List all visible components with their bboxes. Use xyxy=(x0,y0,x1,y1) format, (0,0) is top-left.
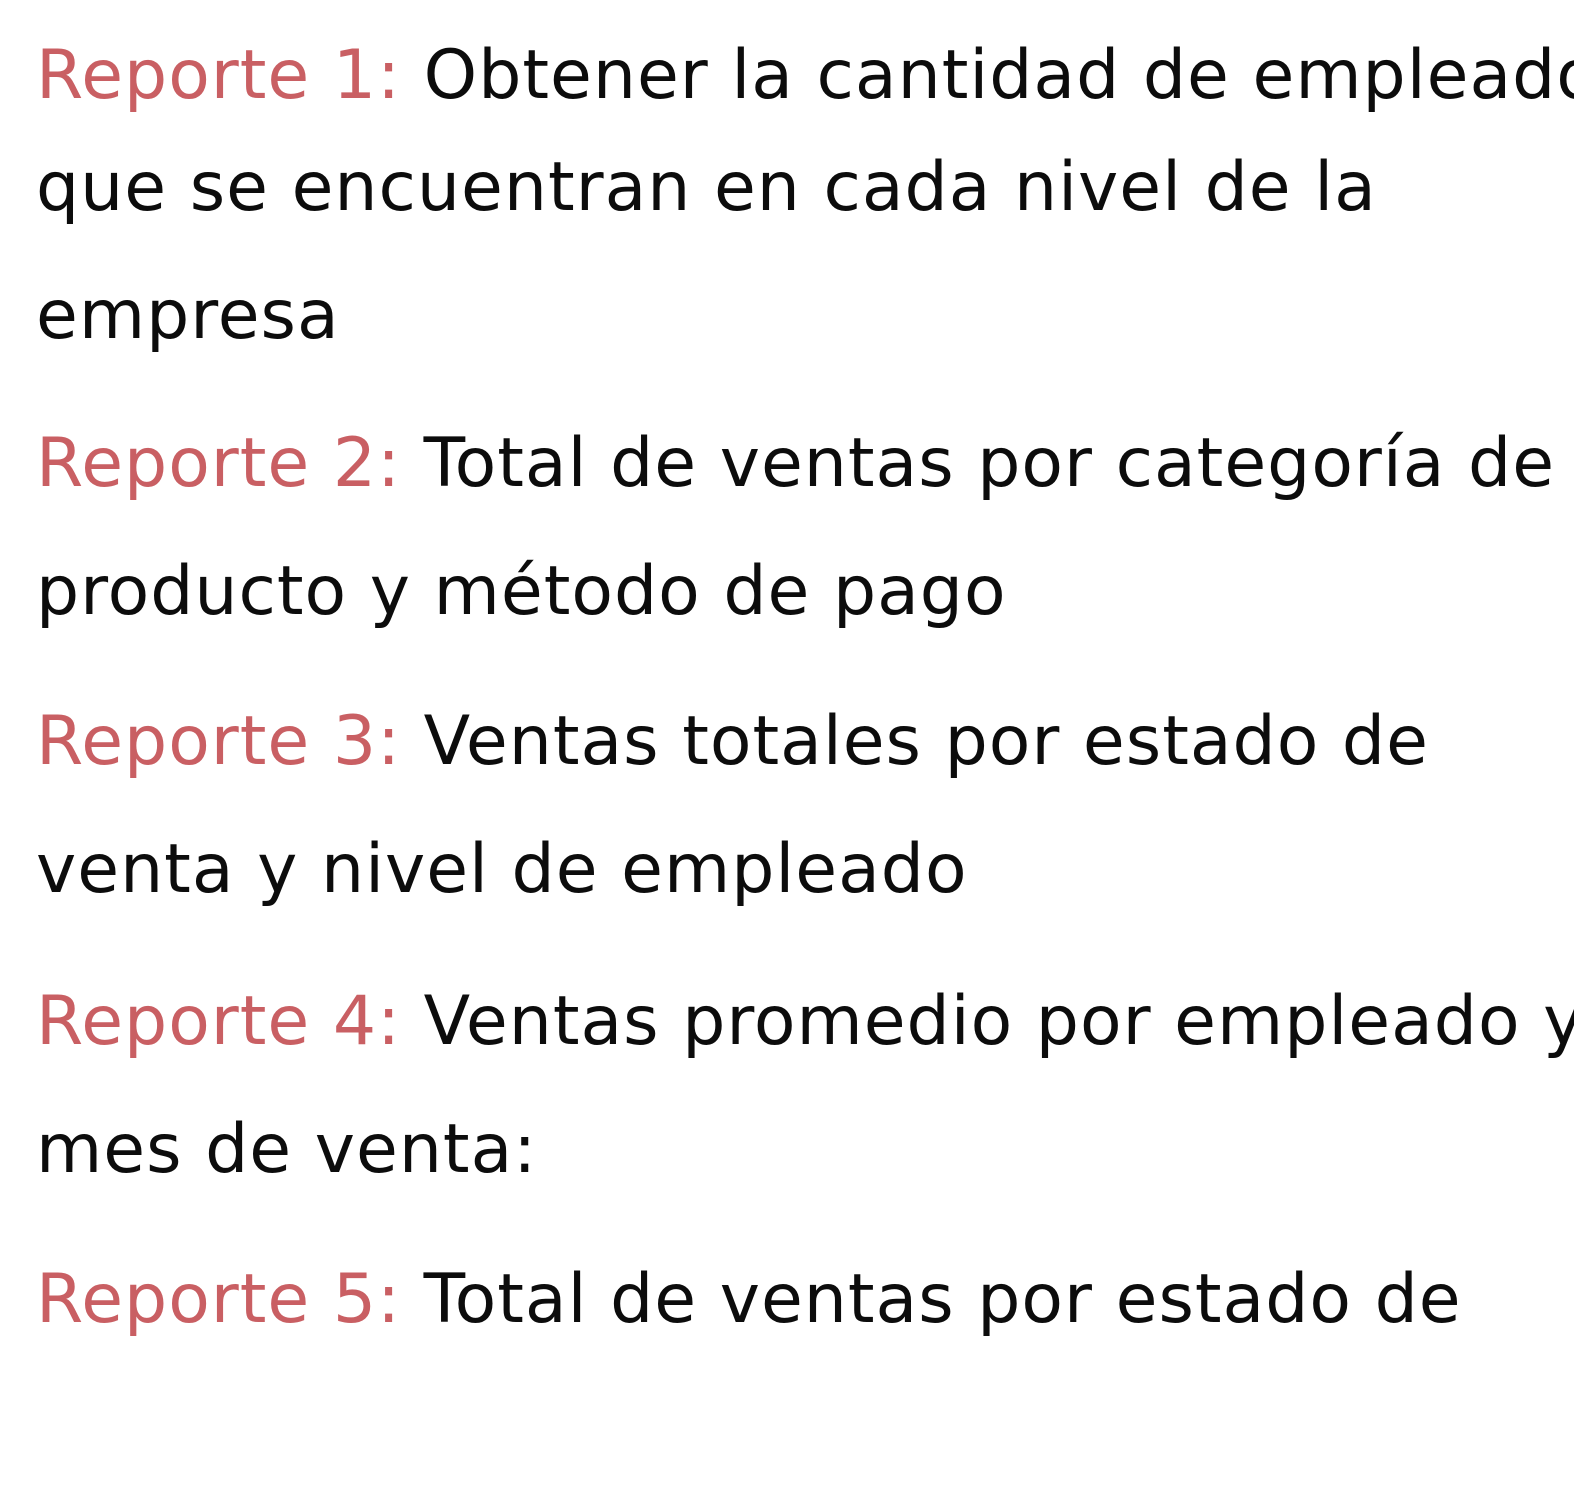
report-3-text-2: venta y nivel de empleado xyxy=(36,830,968,909)
report-4-text-2: mes de venta: xyxy=(36,1110,538,1189)
report-5-line-1: Reporte 5: Total de ventas por estado de xyxy=(36,1236,1462,1364)
report-2-line-1: Reporte 2: Total de ventas por categoría… xyxy=(36,400,1555,528)
report-1-line-3: empresa xyxy=(36,252,340,380)
report-3-line-2: venta y nivel de empleado xyxy=(36,806,968,934)
report-4-label: Reporte 4: xyxy=(36,982,402,1061)
report-1-text-3: empresa xyxy=(36,276,340,355)
report-1-line-1: Reporte 1: Obtener la cantidad de emplea… xyxy=(36,12,1574,140)
report-2-text-1: Total de ventas por categoría de xyxy=(423,424,1556,503)
report-1-text-1: Obtener la cantidad de empleados xyxy=(423,36,1574,115)
report-3-label: Reporte 3: xyxy=(36,702,402,781)
report-3-line-1: Reporte 3: Ventas totales por estado de xyxy=(36,678,1429,806)
report-4-text-1: Ventas promedio por empleado y xyxy=(423,982,1574,1061)
report-5-text-1: Total de ventas por estado de xyxy=(423,1260,1462,1339)
report-4-line-2: mes de venta: xyxy=(36,1086,537,1214)
report-2-text-2: producto y método de pago xyxy=(36,552,1007,631)
report-5-label: Reporte 5: xyxy=(36,1260,402,1339)
report-2-label: Reporte 2: xyxy=(36,424,402,503)
report-4-line-1: Reporte 4: Ventas promedio por empleado … xyxy=(36,958,1574,1086)
report-3-text-1: Ventas totales por estado de xyxy=(423,702,1429,781)
report-1-text-2: que se encuentran en cada nivel de la xyxy=(36,148,1377,227)
report-1-line-2: que se encuentran en cada nivel de la xyxy=(36,124,1377,252)
report-1-label: Reporte 1: xyxy=(36,36,402,115)
report-2-line-2: producto y método de pago xyxy=(36,528,1007,656)
